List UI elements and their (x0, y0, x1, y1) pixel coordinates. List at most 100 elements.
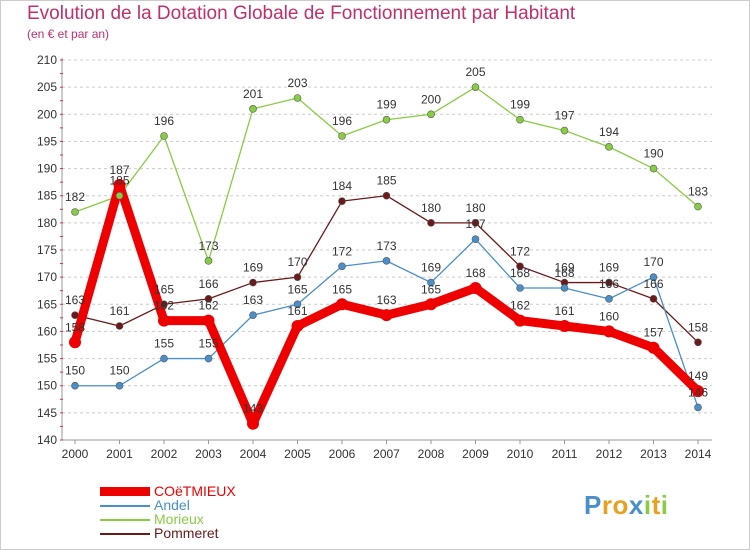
data-point (293, 94, 302, 102)
data-label: 155 (198, 337, 218, 351)
y-tick-label: 140 (37, 433, 57, 447)
x-tick-label: 2011 (552, 447, 578, 461)
data-point (427, 219, 435, 227)
data-label: 200 (421, 92, 441, 106)
data-point (115, 322, 124, 330)
data-label: 168 (465, 266, 485, 280)
data-point (204, 257, 213, 265)
data-label: 183 (688, 185, 708, 199)
data-label: 199 (510, 98, 530, 112)
logo-letter: t (651, 490, 661, 520)
data-point (427, 110, 435, 119)
data-label: 158 (688, 320, 708, 334)
x-tick-label: 2008 (418, 447, 445, 461)
chart-subtitle: (en € et par an) (27, 27, 110, 41)
data-label: 196 (332, 114, 352, 128)
data-label: 180 (421, 201, 441, 215)
x-tick-label: 2014 (685, 447, 712, 461)
data-label: 201 (243, 87, 263, 101)
y-tick-labels: 140 145 150 155 160 165 170 175 180 185 190 195 200 2… (37, 53, 57, 447)
data-point (694, 338, 702, 347)
data-label: 146 (688, 385, 708, 399)
data-point (649, 273, 658, 281)
data-point (291, 320, 304, 332)
data-label: 172 (332, 244, 352, 258)
data-point (560, 126, 569, 135)
data-point (113, 178, 126, 191)
data-point (71, 381, 79, 390)
x-tick-label: 2001 (106, 447, 133, 461)
data-label: 150 (109, 364, 129, 378)
data-label: 162 (510, 299, 530, 313)
data-label: 184 (332, 179, 352, 193)
data-label: 169 (421, 261, 441, 275)
data-point (249, 311, 257, 319)
data-label: 162 (198, 299, 218, 313)
data-label: 161 (287, 304, 307, 318)
data-point (647, 341, 660, 354)
data-point (425, 298, 437, 311)
data-label: 196 (154, 114, 174, 128)
y-tick-label: 165 (37, 297, 57, 311)
data-label: 163 (243, 293, 263, 307)
data-label: 194 (599, 125, 619, 139)
data-point (605, 143, 613, 151)
data-point (249, 278, 257, 287)
data-point (516, 284, 524, 292)
data-point (382, 257, 391, 265)
y-tick-label: 185 (37, 189, 57, 203)
data-point (293, 273, 302, 281)
chart-title: Evolution de la Dotation Globale de Fonc… (27, 3, 576, 24)
data-point (603, 325, 615, 338)
y-tick-label: 170 (37, 270, 57, 284)
data-label: 172 (510, 244, 530, 258)
data-label: 166 (599, 277, 619, 291)
data-label: 185 (109, 174, 129, 188)
data-point (516, 115, 524, 124)
y-tick-label: 190 (37, 162, 57, 176)
data-point (204, 295, 213, 303)
data-label: 197 (554, 109, 574, 123)
y-tick-label: 155 (37, 352, 57, 366)
data-label: 162 (154, 299, 174, 313)
legend-swatch-coetmieux (100, 487, 150, 496)
x-tick-label: 2004 (240, 447, 267, 461)
y-tick-label: 145 (37, 406, 57, 420)
logo-letter: o (612, 490, 629, 520)
logo-letter: i (660, 490, 669, 520)
y-tick-label: 150 (37, 379, 57, 393)
data-label: 169 (599, 261, 619, 275)
data-point (115, 191, 124, 200)
data-point (160, 132, 168, 140)
data-label: 182 (65, 190, 85, 204)
data-point (560, 284, 569, 292)
data-label: 166 (198, 277, 218, 291)
data-point (694, 202, 702, 211)
data-point (605, 278, 613, 287)
data-label: 203 (287, 76, 307, 90)
proxiti-logo: Proxiti (584, 490, 668, 521)
data-label: 170 (643, 255, 663, 269)
data-point (293, 300, 302, 309)
data-point (158, 314, 170, 327)
data-point (649, 295, 658, 303)
data-point (469, 282, 482, 294)
y-tick-label: 205 (37, 80, 57, 94)
data-label: 161 (554, 304, 574, 318)
data-label: 190 (643, 147, 663, 161)
data-label: 163 (376, 293, 396, 307)
x-tick-label: 2010 (507, 447, 534, 461)
data-label: 165 (332, 282, 352, 296)
y-tick-label: 180 (37, 216, 57, 230)
data-point (71, 208, 79, 216)
data-point (71, 311, 79, 319)
data-label: 157 (643, 326, 663, 340)
y-tick-label: 200 (37, 107, 57, 121)
logo-letter: i (643, 490, 652, 520)
data-label: 163 (65, 293, 85, 307)
legend-label-coetmieux: COëTMIEUX (154, 483, 236, 499)
legend-label-morieux: Morieux (154, 511, 204, 527)
